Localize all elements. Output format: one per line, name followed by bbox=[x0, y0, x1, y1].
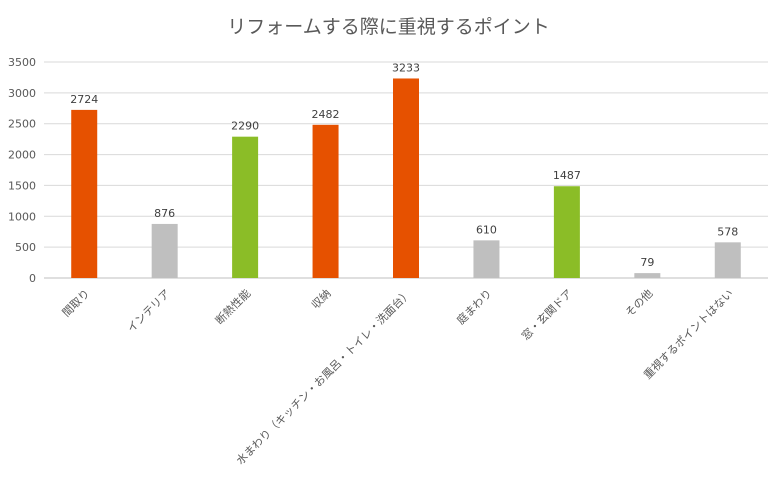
bar bbox=[312, 124, 339, 279]
x-tick-label: 庭まわり bbox=[454, 286, 495, 327]
data-label: 1487 bbox=[553, 169, 581, 182]
y-tick-label: 2000 bbox=[8, 149, 36, 162]
bar bbox=[473, 240, 500, 278]
chart-title: リフォームする際に重視するポイント bbox=[227, 16, 550, 38]
data-label: 876 bbox=[154, 207, 175, 220]
bar bbox=[393, 78, 419, 278]
x-tick-label: 収納 bbox=[309, 287, 334, 312]
x-tick-label: 窓・玄関ドア bbox=[518, 286, 575, 343]
bar bbox=[71, 109, 98, 278]
bar bbox=[151, 223, 178, 278]
data-labels: 2724 876 2290 2482 3233 610 1487 79 578 bbox=[70, 61, 738, 269]
y-tick-label: 0 bbox=[29, 272, 36, 285]
bar bbox=[232, 136, 259, 278]
data-label: 2290 bbox=[231, 120, 259, 133]
bar bbox=[634, 273, 661, 278]
bar bbox=[714, 242, 741, 278]
x-tick-label: 間取り bbox=[60, 287, 93, 320]
y-tick-label: 1000 bbox=[8, 210, 36, 223]
bars bbox=[71, 78, 741, 279]
y-tick-label: 3500 bbox=[8, 56, 36, 69]
y-tick-label: 500 bbox=[15, 241, 36, 254]
data-label: 610 bbox=[476, 223, 497, 236]
x-tick-label: 水まわり（キッチン・お風呂・トイレ・洗面台） bbox=[233, 286, 414, 467]
y-axis-ticks: 0 500 1000 1500 2000 2500 3000 3500 bbox=[8, 56, 36, 285]
data-label: 3233 bbox=[392, 61, 420, 74]
y-tick-label: 1500 bbox=[8, 179, 36, 192]
x-tick-label: インテリア bbox=[125, 287, 173, 335]
data-label: 79 bbox=[640, 256, 654, 269]
bar bbox=[553, 186, 580, 278]
x-tick-label: 断熱性能 bbox=[212, 286, 253, 327]
y-tick-label: 2500 bbox=[8, 118, 36, 131]
data-label: 578 bbox=[717, 225, 738, 238]
x-tick-label: その他 bbox=[623, 287, 656, 320]
x-tick-label: 重視するポイントはない bbox=[640, 286, 735, 381]
data-label: 2482 bbox=[312, 108, 340, 121]
data-label: 2724 bbox=[70, 93, 98, 106]
y-tick-label: 3000 bbox=[8, 87, 36, 100]
